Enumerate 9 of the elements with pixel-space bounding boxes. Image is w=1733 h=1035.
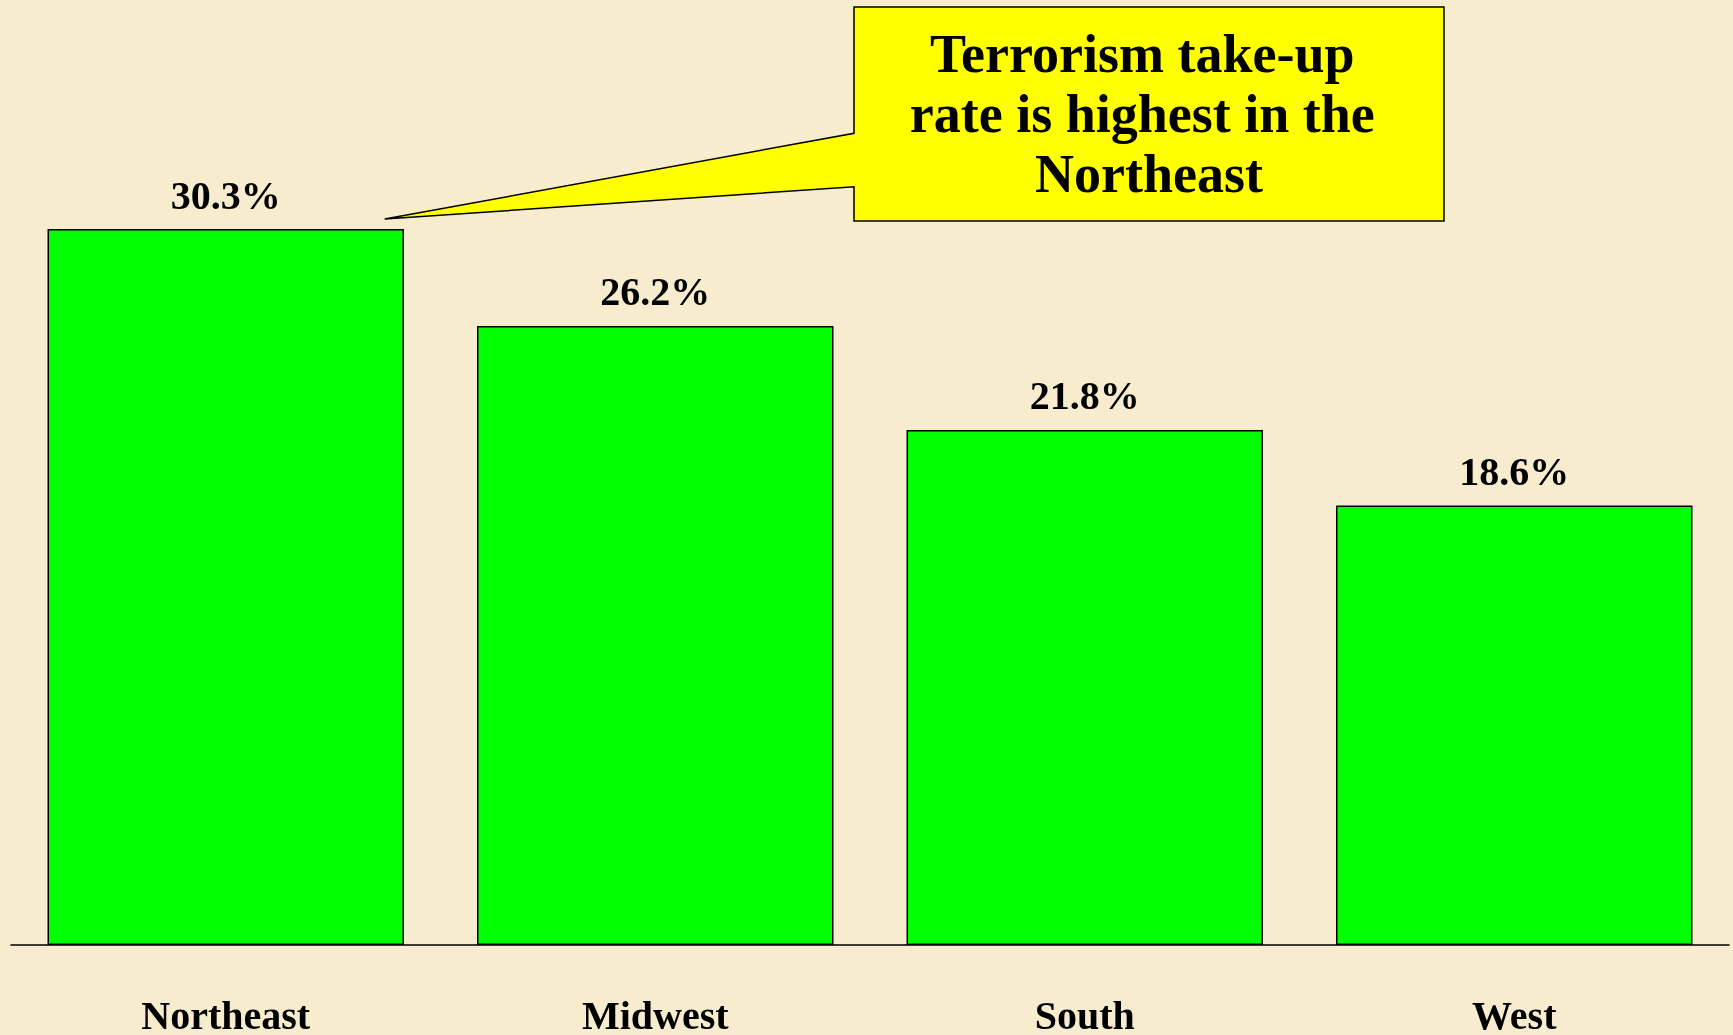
- text: Terrorism take-up rate is highest in the Northeast: [909, 24, 1389, 204]
- data-label: 26.2%: [600, 269, 711, 315]
- data-label: 18.6%: [1459, 449, 1570, 495]
- data-label: 30.3%: [170, 172, 281, 218]
- x-tick-label: West: [1472, 992, 1558, 1035]
- data-label: 21.8%: [1029, 373, 1140, 419]
- x-tick-label: South: [1034, 992, 1135, 1035]
- x-tick-label: Midwest: [581, 992, 730, 1035]
- x-tick-label: Northeast: [141, 992, 311, 1035]
